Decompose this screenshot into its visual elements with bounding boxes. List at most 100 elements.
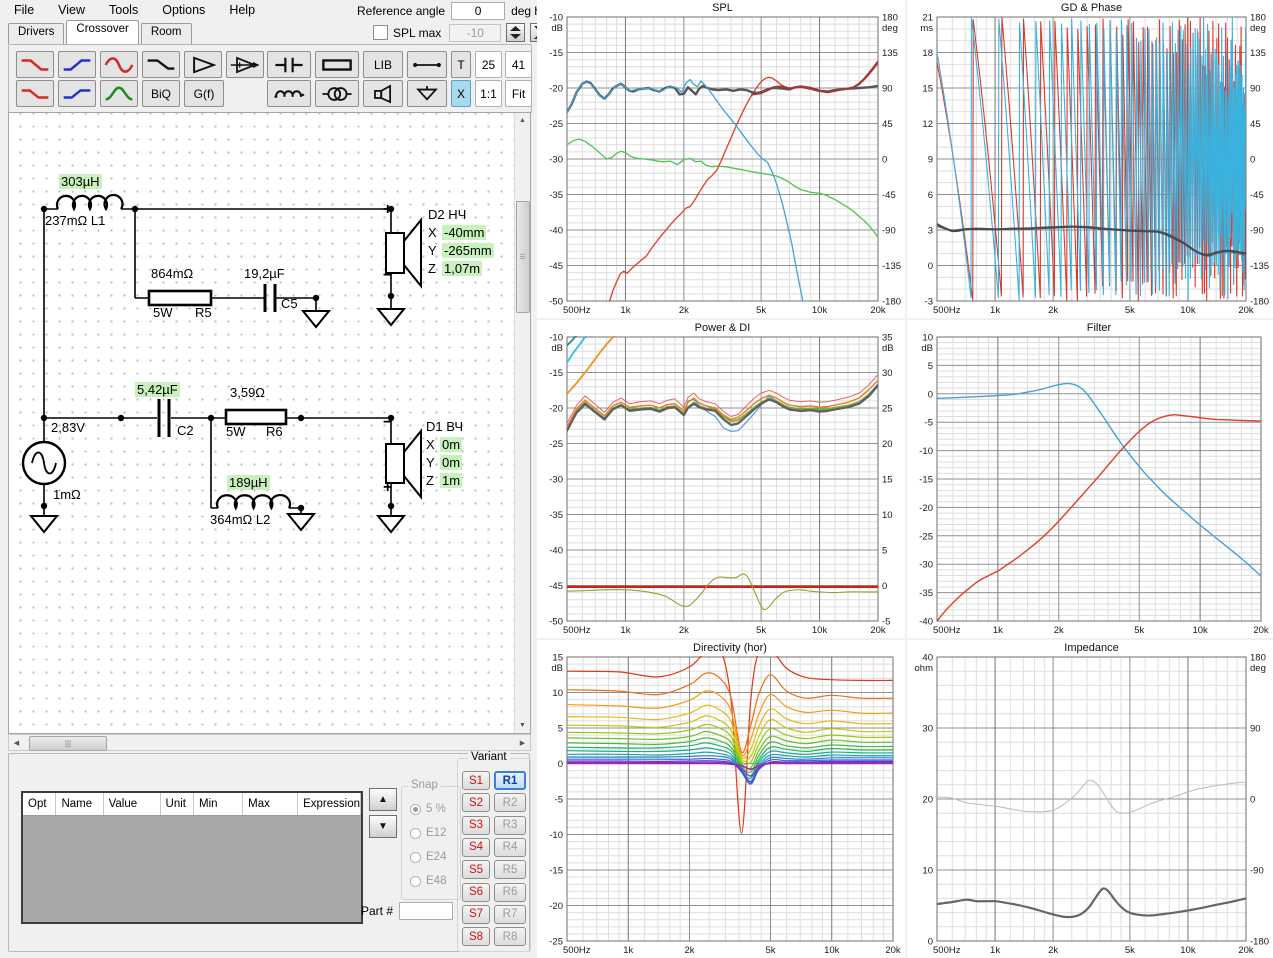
variant-r4-button[interactable]: R4 <box>494 837 526 857</box>
lowpass-button[interactable] <box>16 51 54 78</box>
svg-text:0: 0 <box>928 261 933 272</box>
t-button[interactable]: T <box>451 51 471 78</box>
biq-button[interactable]: BiQ <box>142 80 180 107</box>
scroll-left-arrow[interactable]: ◀ <box>9 735 24 750</box>
snap-option-label: E48 <box>426 875 447 887</box>
snap-radio-5[interactable] <box>410 803 421 815</box>
snap-radio-e12[interactable] <box>410 827 421 839</box>
svg-text:-180: -180 <box>882 297 901 308</box>
variant-r1-button[interactable]: R1 <box>494 771 526 790</box>
capacitor-icon <box>275 57 303 72</box>
menu-item-tools[interactable]: Tools <box>109 3 139 17</box>
column-header-value[interactable]: Value <box>104 793 161 815</box>
resistor-R6[interactable] <box>224 408 288 426</box>
variant-s2-button[interactable]: S2 <box>462 793 490 813</box>
inductor-L2[interactable] <box>216 493 292 511</box>
schematic-label[interactable]: 0m <box>440 437 463 452</box>
move-up-button[interactable]: ▲ <box>369 788 397 811</box>
schematic-label[interactable]: 189µH <box>227 475 270 490</box>
capacitor-C2[interactable] <box>157 399 171 437</box>
wire-button[interactable] <box>407 51 447 78</box>
spl-max-checkbox[interactable] <box>373 25 388 40</box>
variant-s7-button[interactable]: S7 <box>462 904 490 924</box>
lib-button[interactable]: LIB <box>363 51 403 78</box>
column-header-unit[interactable]: Unit <box>161 793 194 815</box>
schematic-label[interactable]: 1,07m <box>442 261 483 276</box>
peak-button[interactable] <box>100 80 138 107</box>
tab-room[interactable]: Room <box>140 23 192 44</box>
resistor-R5[interactable] <box>147 289 213 307</box>
resistor-button[interactable] <box>315 51 359 78</box>
column-header-name[interactable]: Name <box>56 793 104 815</box>
snap-radio-e48[interactable] <box>410 875 421 887</box>
transformer-button[interactable] <box>315 80 359 107</box>
capacitor-C5[interactable] <box>263 284 277 312</box>
spl-max-label: SPL max <box>393 25 442 40</box>
scroll-up-arrow[interactable]: ▲ <box>515 113 530 128</box>
svg-text:-180: -180 <box>1250 297 1269 308</box>
schematic-canvas[interactable]: 303µH 237mΩ L1 864mΩ 5W R5 19,2µF C5 D2 НЧ X -40m… <box>9 113 515 733</box>
column-header-opt[interactable]: Opt <box>23 793 57 815</box>
highpass-button[interactable] <box>58 51 96 78</box>
tab-crossover[interactable]: Crossover <box>66 20 139 44</box>
menu-item-help[interactable]: Help <box>229 3 256 17</box>
variant-r3-button[interactable]: R3 <box>494 815 526 835</box>
schematic-label: C5 <box>281 296 298 311</box>
menu-item-view[interactable]: View <box>58 3 86 17</box>
capacitor-button[interactable] <box>267 51 311 78</box>
part-number-input[interactable] <box>399 902 454 920</box>
vertical-scrollbar-thumb[interactable]: ☰ <box>516 201 530 313</box>
ratio-button[interactable]: 1:1 <box>475 80 502 107</box>
scroll-right-arrow[interactable]: ▶ <box>515 735 530 750</box>
speaker-D2[interactable] <box>385 217 422 289</box>
shelf-button[interactable] <box>142 51 180 78</box>
schematic-label[interactable]: 1m <box>440 473 463 488</box>
fit-button[interactable]: Fit <box>505 80 532 107</box>
schematic-label[interactable]: 5,42µF <box>135 382 180 397</box>
horizontal-scrollbar-thumb[interactable]: ||| <box>29 736 107 751</box>
gf-button[interactable]: G(f) <box>184 80 224 107</box>
variant-r6-button[interactable]: R6 <box>494 882 526 902</box>
scroll-down-arrow[interactable]: ▼ <box>515 718 530 733</box>
variant-r7-button[interactable]: R7 <box>494 904 526 924</box>
spl-spin-button[interactable] <box>506 23 526 42</box>
schematic-label[interactable]: -265mm <box>442 243 494 258</box>
schematic-label[interactable]: -40mm <box>442 225 487 240</box>
variant-s5-button[interactable]: S5 <box>462 860 490 880</box>
menu-item-options[interactable]: Options <box>162 3 206 17</box>
ground-button[interactable] <box>407 80 447 107</box>
move-down-button[interactable]: ▼ <box>369 815 397 838</box>
bandpass-button[interactable] <box>100 51 138 78</box>
highshelf-button[interactable] <box>58 80 96 107</box>
schematic-label[interactable]: 303µH <box>59 174 102 189</box>
variant-s4-button[interactable]: S4 <box>462 837 490 857</box>
variant-r8-button[interactable]: R8 <box>494 927 526 947</box>
inductor-button[interactable] <box>267 80 311 107</box>
opamp-button[interactable] <box>226 51 264 78</box>
speaker-button[interactable] <box>363 80 403 107</box>
snap-radio-e24[interactable] <box>410 851 421 863</box>
lowshelf-button[interactable] <box>16 80 54 107</box>
vertical-scrollbar[interactable]: ▲ ☰ ▼ <box>514 113 530 733</box>
variant-r2-button[interactable]: R2 <box>494 793 526 813</box>
reference-angle-input[interactable] <box>451 2 506 20</box>
grid41-button[interactable]: 41 <box>505 51 532 78</box>
variant-s8-button[interactable]: S8 <box>462 927 490 947</box>
variant-s3-button[interactable]: S3 <box>462 815 490 835</box>
speaker-D1[interactable] <box>385 428 422 500</box>
schematic-label[interactable]: 0m <box>440 455 463 470</box>
variant-r5-button[interactable]: R5 <box>494 860 526 880</box>
column-header-expression[interactable]: Expression <box>298 793 361 815</box>
variant-s1-button[interactable]: S1 <box>462 771 490 790</box>
buffer-button[interactable] <box>184 51 222 78</box>
menu-item-file[interactable]: File <box>14 3 35 17</box>
horizontal-scrollbar[interactable]: ◀ ||| ▶ <box>8 734 531 751</box>
column-header-min[interactable]: Min <box>194 793 244 815</box>
tab-drivers[interactable]: Drivers <box>8 23 65 44</box>
inductor-L1[interactable] <box>55 193 124 212</box>
column-header-max[interactable]: Max <box>243 793 299 815</box>
variant-s6-button[interactable]: S6 <box>462 882 490 902</box>
spl-max-input[interactable] <box>449 23 502 42</box>
x-button[interactable]: X <box>451 80 471 107</box>
grid25-button[interactable]: 25 <box>475 51 502 78</box>
